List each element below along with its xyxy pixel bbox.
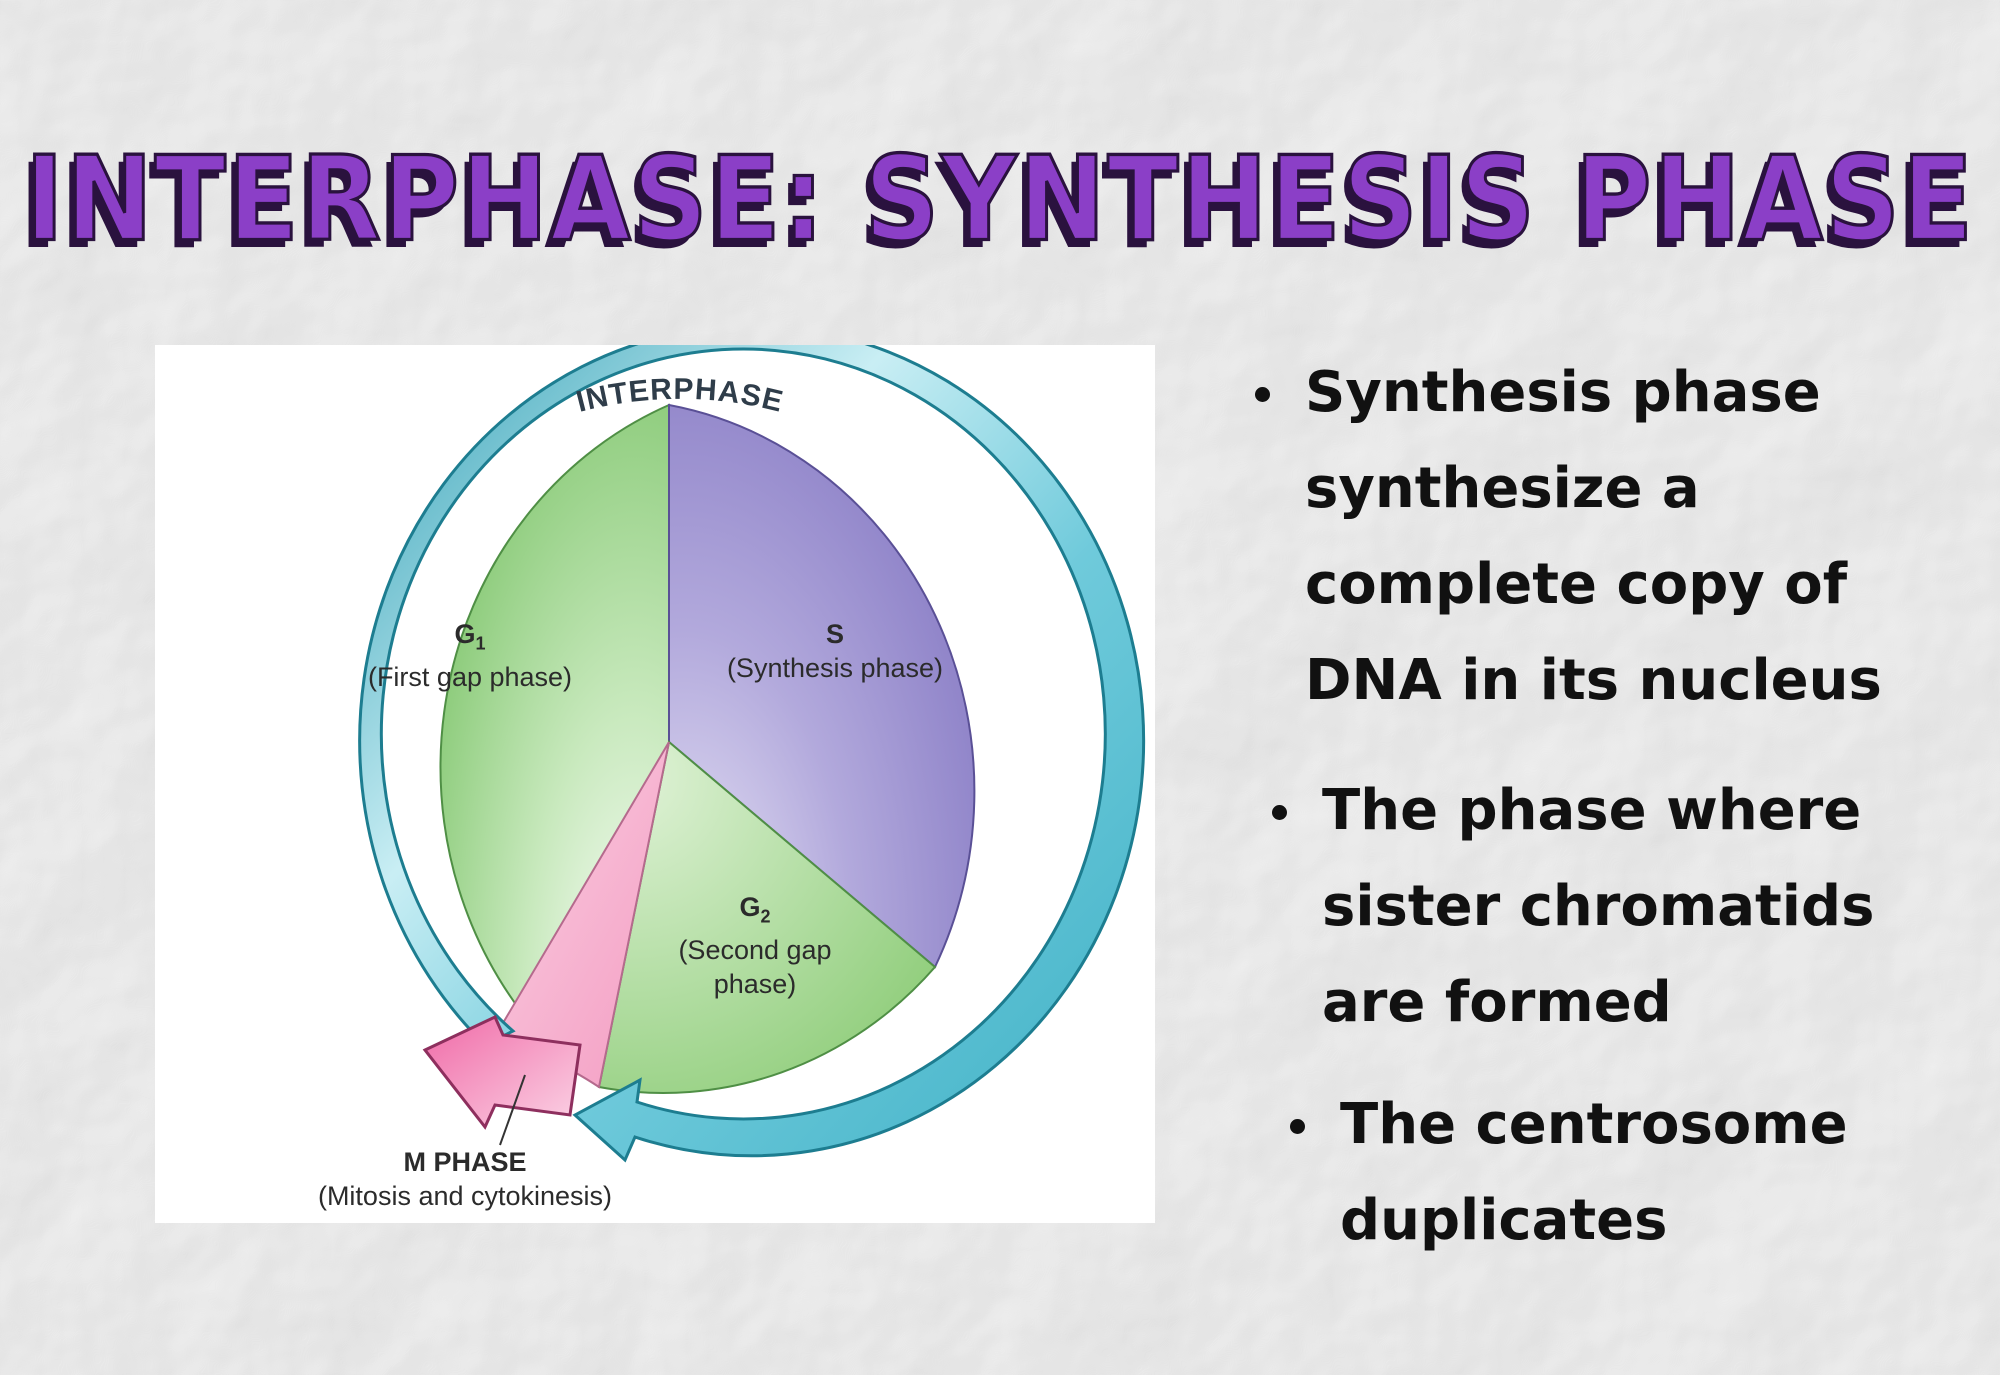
s-code: S [825,619,844,649]
g1-label: G1 (First gap phase) [350,617,590,694]
g2-name-line1: (Second gap [678,935,832,966]
slide-title: INTERPHASE: SYNTHESIS PHASE [24,129,1975,269]
m-label: M PHASE (Mitosis and cytokinesis) [255,1145,675,1213]
m-phase-pointer-line [499,1074,526,1146]
s-sector [668,403,976,969]
g1-code-letter: G [454,619,476,649]
g2-code-subscript: 2 [760,906,771,927]
cell-cycle-diagram: INTERPHASE G1 (First gap phase) S (Synth… [155,345,1155,1223]
g2-code: G2 [645,890,865,933]
g2-name-line2: phase) [713,969,797,1000]
g1-name: (First gap phase) [367,662,573,693]
g2-label: G2 (Second gap phase) [645,890,865,1001]
interphase-ring [358,345,1146,1163]
g1-code: G1 [350,617,590,660]
m-code: M PHASE [403,1147,527,1177]
cell-cycle-svg: INTERPHASE [358,345,1146,1163]
g2-code-letter: G [739,892,761,922]
m-name: (Mitosis and cytokinesis) [317,1181,613,1211]
s-name: (Synthesis phase) [726,653,944,683]
s-label: S (Synthesis phase) [690,617,980,685]
m-phase-arrow-icon [422,1014,582,1130]
g1-code-subscript: 1 [475,633,486,654]
